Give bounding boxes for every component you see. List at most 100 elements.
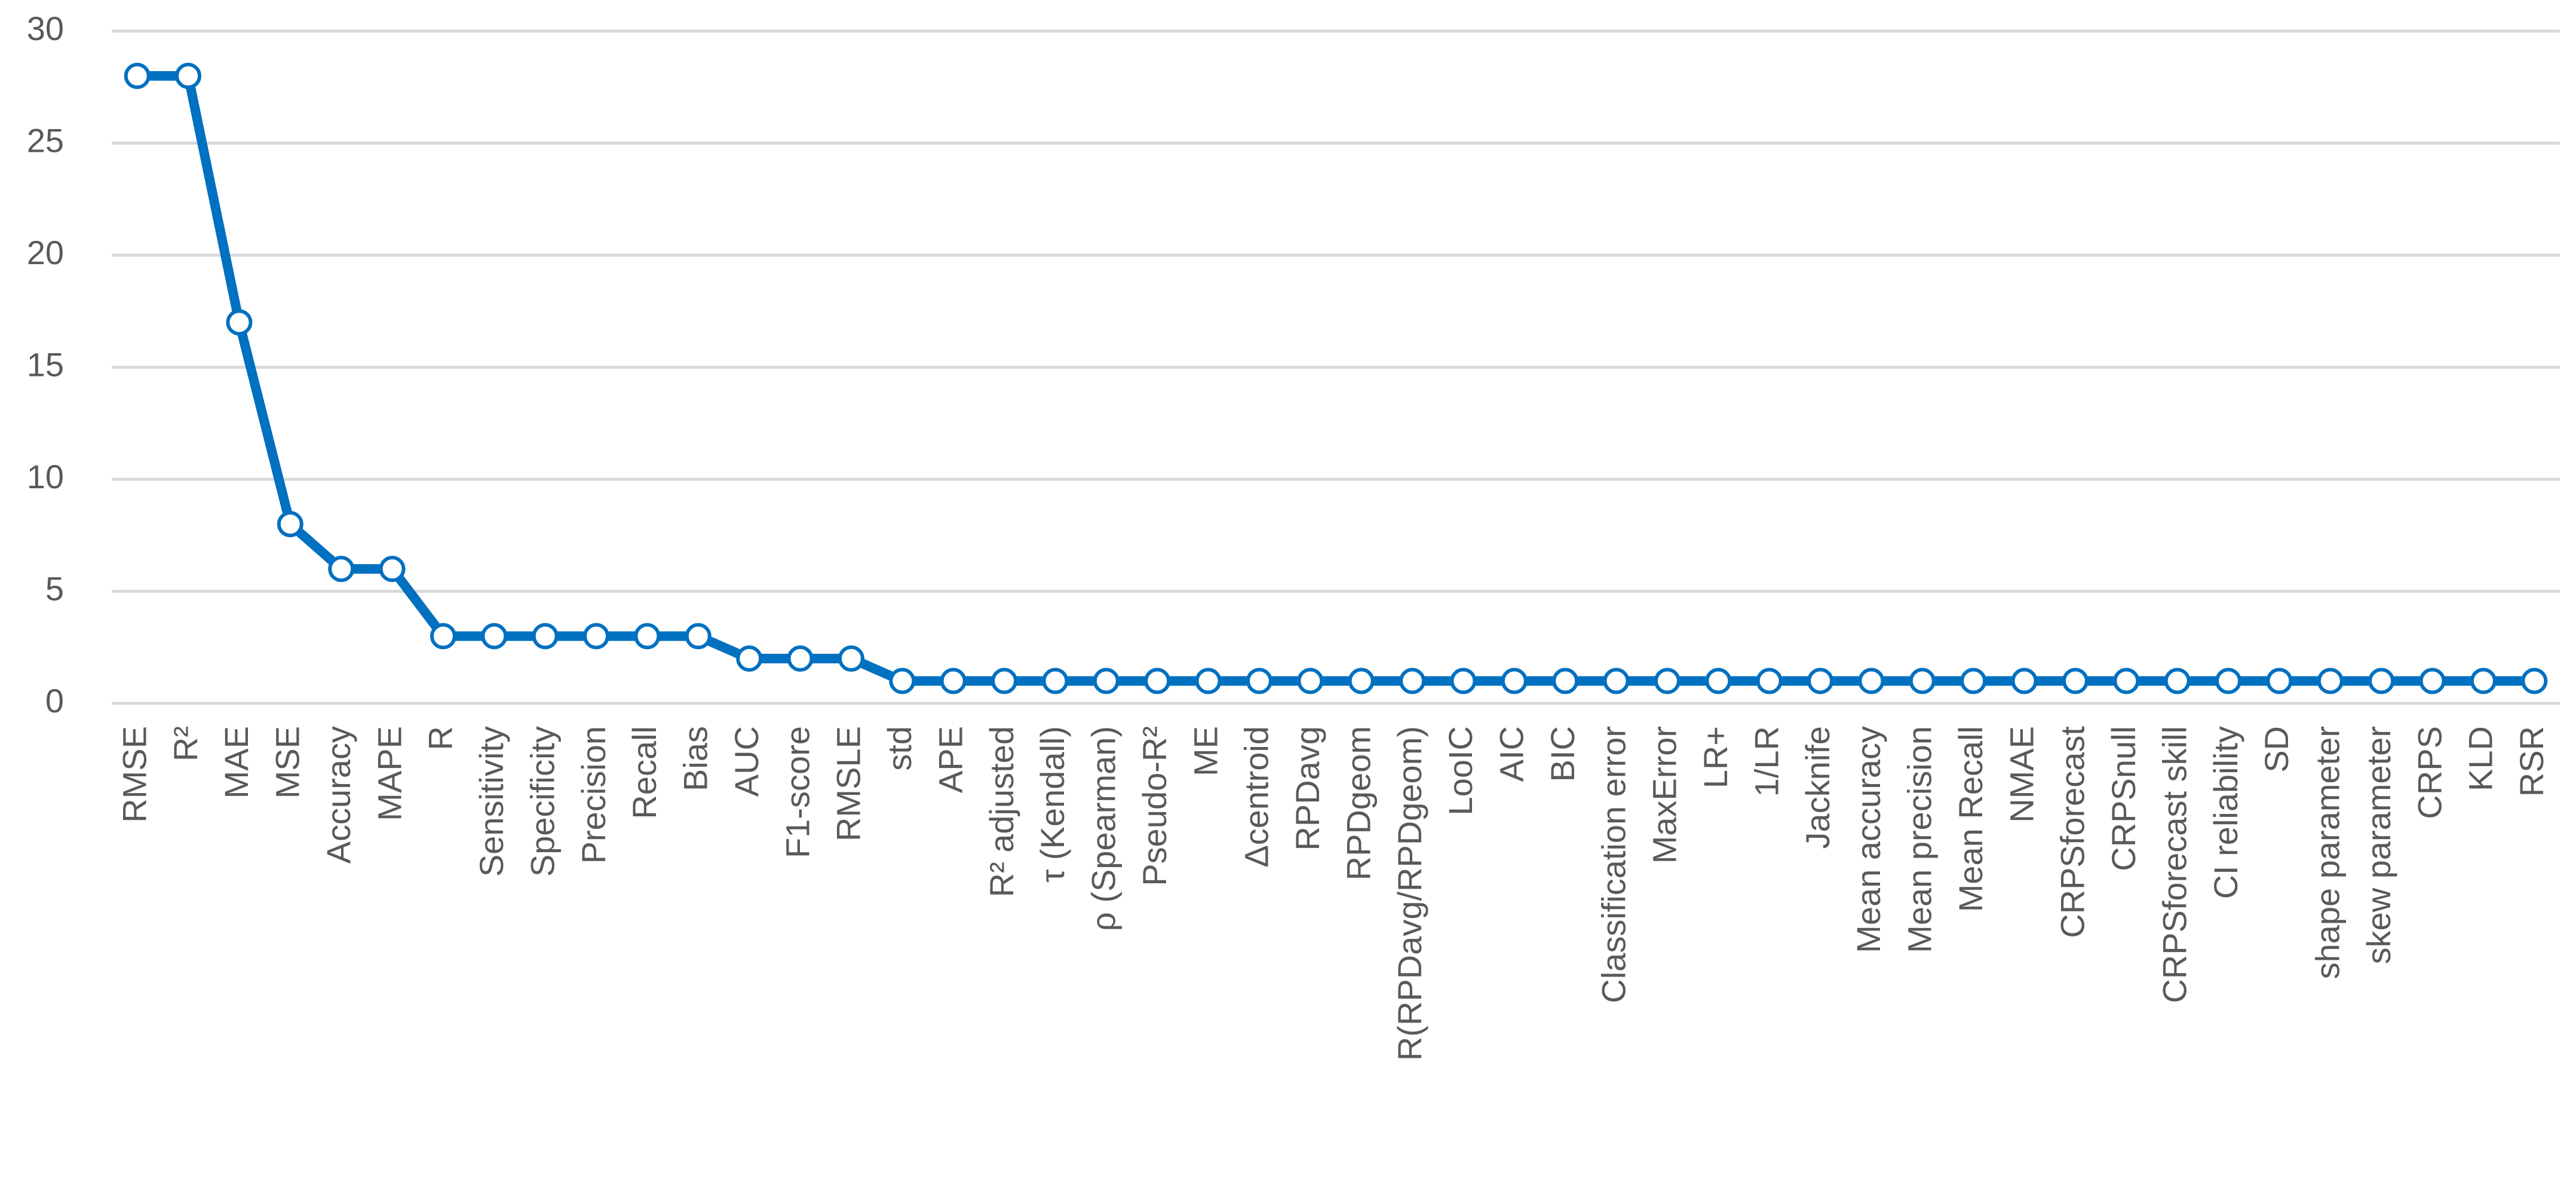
point <box>1450 668 1477 694</box>
x-tick-label: CRPSnull <box>2105 726 2142 871</box>
x-tick-label: CRPS <box>2411 726 2448 819</box>
point <box>430 623 456 650</box>
y-tick-label: 5 <box>45 570 64 607</box>
point <box>1756 668 1783 694</box>
y-tick-label: 30 <box>27 10 64 47</box>
x-tick-label: SD <box>2258 726 2295 773</box>
point <box>940 668 967 694</box>
x-tick-label: Accuracy <box>320 726 357 864</box>
point <box>2470 668 2497 694</box>
point <box>1399 668 1426 694</box>
x-tick-label: 1/LR <box>1747 726 1785 797</box>
y-tick-label: 10 <box>27 458 64 495</box>
x-tick-label: Recall <box>625 726 663 819</box>
point <box>1195 668 1222 694</box>
point <box>991 668 1018 694</box>
point <box>2419 668 2446 694</box>
point <box>124 63 151 89</box>
point <box>2317 668 2344 694</box>
point <box>2062 668 2089 694</box>
point <box>2266 668 2293 694</box>
point <box>634 623 661 650</box>
point <box>1501 668 1528 694</box>
point <box>226 309 253 336</box>
point <box>838 645 864 672</box>
point <box>1603 668 1630 694</box>
x-tick-label: CI reliability <box>2207 726 2244 899</box>
point <box>2113 668 2140 694</box>
x-tick-label: Precision <box>575 726 612 864</box>
point <box>1909 668 1936 694</box>
point <box>1705 668 1732 694</box>
x-tick-label: KLD <box>2462 726 2500 791</box>
x-tick-label: Pseudo-R² <box>1136 726 1173 886</box>
point <box>1246 668 1272 694</box>
point <box>736 645 763 672</box>
x-tick-label: MSE <box>269 726 306 798</box>
x-tick-label: skew parameter <box>2360 726 2397 964</box>
x-tick-label: Bias <box>677 726 714 791</box>
y-tick-label: 15 <box>27 345 64 383</box>
point <box>175 63 202 89</box>
x-tick-label: Specificity <box>523 726 561 877</box>
x-tick-label: LooIC <box>1442 726 1479 815</box>
x-tick-label: Mean accuracy <box>1850 726 1887 953</box>
x-tick-label: RPDgeom <box>1339 726 1377 880</box>
point <box>685 623 712 650</box>
point <box>1654 668 1680 694</box>
point <box>1960 668 1987 694</box>
point <box>1297 668 1324 694</box>
point <box>583 623 610 650</box>
x-tick-label: NMAE <box>2002 726 2040 823</box>
point <box>2215 668 2242 694</box>
point <box>379 556 406 582</box>
point <box>1348 668 1375 694</box>
x-tick-label: R² adjusted <box>983 726 1020 897</box>
x-tick-label: RMSLE <box>830 726 867 841</box>
x-tick-label: ME <box>1186 726 1224 776</box>
point <box>1807 668 1834 694</box>
point <box>2521 668 2548 694</box>
y-tick-label: 25 <box>27 121 64 159</box>
x-tick-label: CRPSforecast <box>2054 726 2092 938</box>
x-tick-label: Δcentroid <box>1238 726 1275 868</box>
y-tick-label: 0 <box>45 682 64 720</box>
point <box>277 511 303 537</box>
y-tick-label: 20 <box>27 234 64 271</box>
point <box>787 645 814 672</box>
x-tick-label: Jacknife <box>1799 726 1836 849</box>
x-tick-label: R² <box>167 726 204 761</box>
point <box>2368 668 2395 694</box>
point <box>532 623 559 650</box>
point <box>1858 668 1885 694</box>
point <box>1042 668 1069 694</box>
x-tick-label: AIC <box>1493 726 1531 782</box>
x-tick-label: shape parameter <box>2309 726 2347 979</box>
x-tick-label: RPDavg <box>1289 726 1326 851</box>
x-tick-label: Mean precision <box>1901 726 1939 953</box>
x-tick-label: F1-score <box>778 726 816 858</box>
x-tick-label: Mean Recall <box>1952 726 1989 912</box>
x-tick-label: RSR <box>2513 726 2550 797</box>
x-tick-label: ρ (Spearman) <box>1085 726 1123 931</box>
x-tick-label: APE <box>931 726 969 793</box>
x-tick-label: CRPSforecast skill <box>2155 726 2193 1003</box>
x-tick-label: Sensitivity <box>473 726 510 877</box>
point <box>2011 668 2038 694</box>
point <box>2164 668 2191 694</box>
x-tick-label: LR+ <box>1697 726 1734 788</box>
x-tick-label: MAE <box>217 726 255 798</box>
x-tick-label: std <box>881 726 918 771</box>
point <box>1093 668 1120 694</box>
point <box>1552 668 1579 694</box>
x-tick-label: R(RPDavg/RPDgeom) <box>1391 726 1428 1061</box>
x-tick-label: MAPE <box>370 726 408 821</box>
point <box>328 556 355 582</box>
x-tick-label: RMSE <box>115 726 153 823</box>
x-tick-label: BIC <box>1544 726 1581 782</box>
x-tick-label: Classification error <box>1594 726 1632 1003</box>
x-tick-label: τ (Kendall) <box>1034 726 1071 883</box>
point <box>481 623 508 650</box>
x-tick-label: AUC <box>728 726 765 797</box>
